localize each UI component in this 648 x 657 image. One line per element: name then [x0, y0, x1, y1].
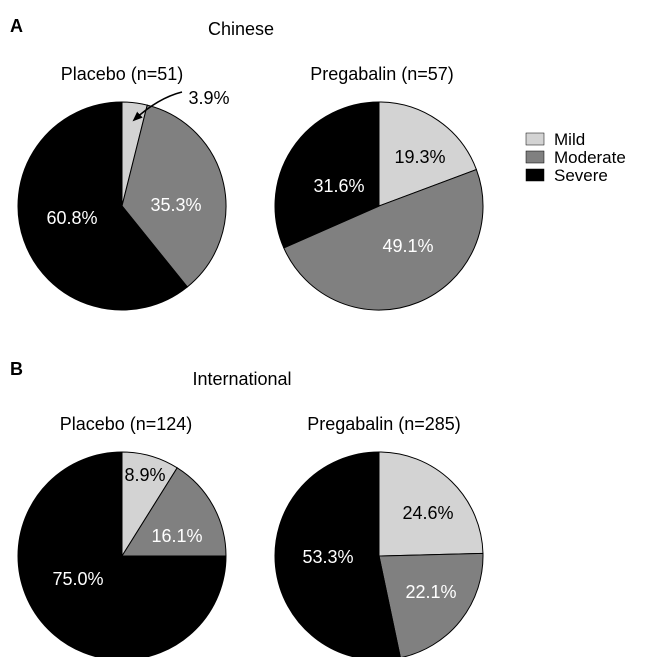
pie-label-b-placebo-mild: 8.9%: [124, 465, 165, 485]
pie-label-a-pregabalin-moderate: 49.1%: [382, 236, 433, 256]
panel-letter-a: A: [10, 16, 23, 36]
pie-slice-b-placebo-severe: [17, 451, 227, 657]
legend-label-mild: Mild: [554, 130, 585, 149]
pie-slice-b-placebo-moderate: [121, 467, 227, 557]
pie-title-a-pregabalin: Pregabalin (n=57): [310, 64, 454, 84]
pie-label-b-pregabalin-moderate: 22.1%: [405, 582, 456, 602]
legend-swatch-mild: [525, 132, 545, 146]
pie-label-a-placebo-severe: 60.8%: [46, 208, 97, 228]
pie-slice-b-pregabalin-moderate: [378, 552, 484, 657]
pie-label-b-pregabalin-mild: 24.6%: [402, 503, 453, 523]
pie-slice-a-pregabalin-moderate: [283, 168, 484, 311]
pie-slice-a-placebo-moderate: [121, 104, 227, 288]
pie-title-a-placebo: Placebo (n=51): [61, 64, 184, 84]
panel-title-international: International: [192, 369, 291, 389]
pie-label-b-pregabalin-severe: 53.3%: [302, 547, 353, 567]
pie-chart-a-placebo: 3.9% 35.3% 60.8%: [17, 88, 230, 311]
pie-label-b-placebo-moderate: 16.1%: [151, 526, 202, 546]
pie-slice-a-pregabalin-severe: [274, 101, 380, 249]
pie-slice-b-pregabalin-mild: [378, 451, 484, 557]
pie-title-b-placebo: Placebo (n=124): [60, 414, 193, 434]
pie-label-a-pregabalin-severe: 31.6%: [313, 176, 364, 196]
pie-slice-a-pregabalin-mild: [378, 101, 478, 207]
pie-label-a-pregabalin-mild: 19.3%: [394, 147, 445, 167]
pie-title-b-pregabalin: Pregabalin (n=285): [307, 414, 461, 434]
legend-swatch-severe: [525, 168, 545, 182]
pie-chart-b-pregabalin: 24.6% 22.1% 53.3%: [274, 451, 484, 657]
pie-label-a-placebo-moderate: 35.3%: [150, 195, 201, 215]
callout-arrow: [132, 91, 183, 122]
pie-slice-a-placebo-severe: [17, 101, 188, 311]
legend-label-severe: Severe: [554, 166, 608, 185]
panel-title-chinese: Chinese: [208, 19, 274, 39]
pie-chart-a-pregabalin: 19.3% 49.1% 31.6%: [274, 101, 484, 311]
legend-label-moderate: Moderate: [554, 148, 626, 167]
legend-swatch-moderate: [525, 150, 545, 164]
pie-chart-b-placebo: 8.9% 16.1% 75.0%: [17, 451, 227, 657]
legend: Mild Moderate Severe: [525, 130, 626, 185]
pie-label-b-placebo-severe: 75.0%: [52, 569, 103, 589]
panel-letter-b: B: [10, 359, 23, 379]
pie-label-a-placebo-mild: 3.9%: [188, 88, 229, 108]
